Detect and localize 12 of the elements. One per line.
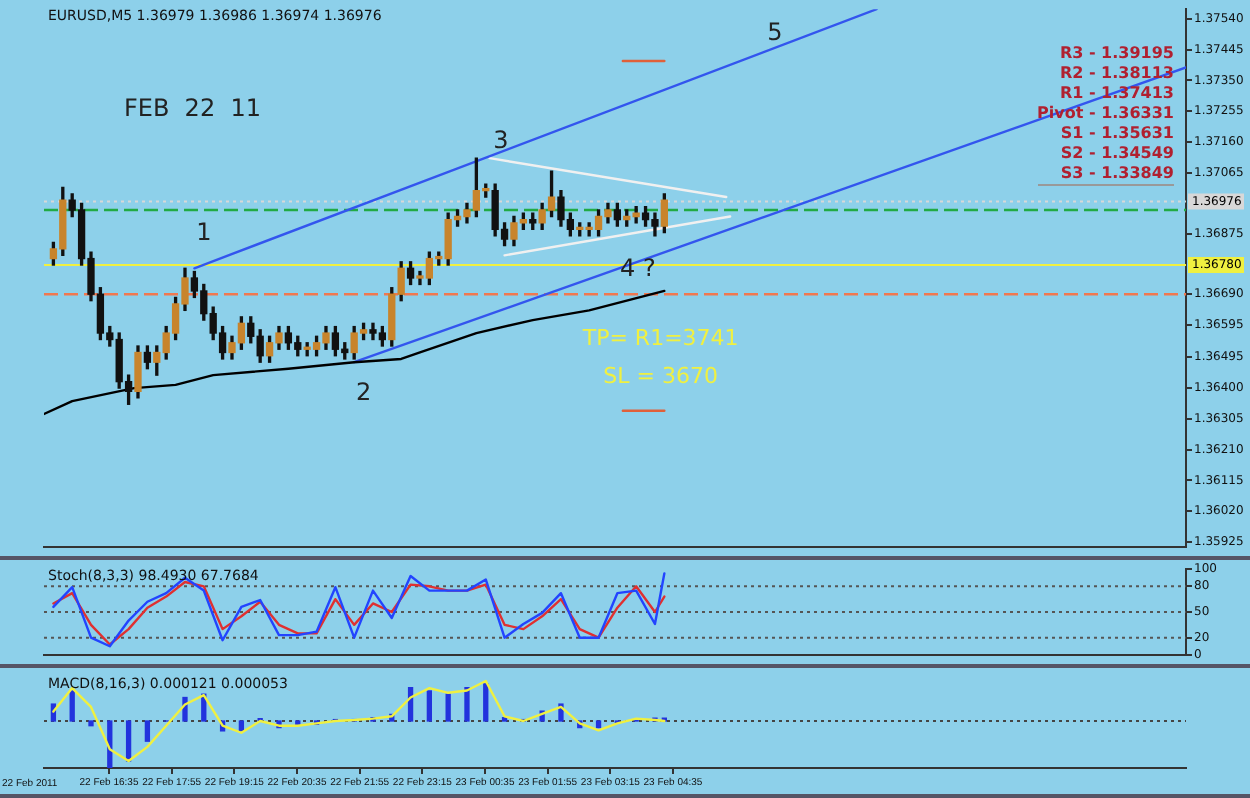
annotation: 2: [356, 377, 372, 406]
annotation: FEB 22 11: [123, 93, 261, 122]
annotation: R2 - 1.38113: [1057, 64, 1174, 84]
annotation: 5: [767, 18, 783, 47]
annotation: 1: [196, 217, 212, 246]
annotation: S3 - 1.33849: [1058, 164, 1174, 184]
annotation: TP= R1=3741: [582, 325, 739, 352]
annotation: S1 - 1.35631: [1058, 124, 1174, 144]
annotation: R3 - 1.39195: [1057, 44, 1174, 64]
annotation: S2 - 1.34549: [1058, 144, 1174, 164]
annotation: SL = 3670: [603, 362, 718, 389]
annotation: 3: [493, 126, 509, 154]
